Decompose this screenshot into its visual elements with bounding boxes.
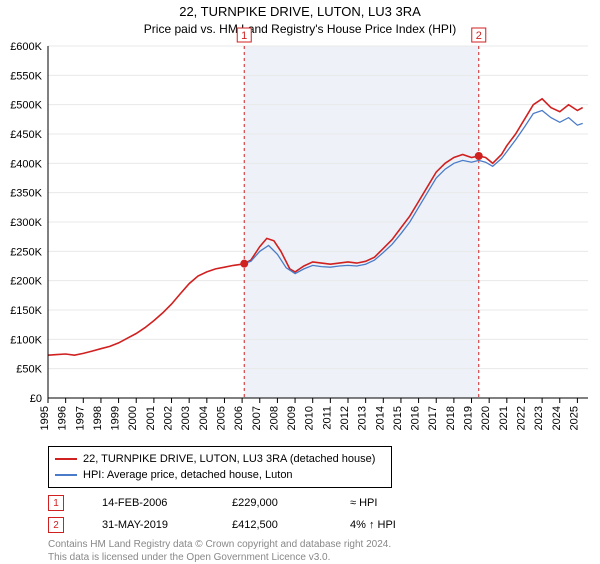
svg-text:£150K: £150K (10, 305, 42, 317)
legend-label: HPI: Average price, detached house, Luto… (83, 469, 293, 481)
svg-text:£600K: £600K (10, 41, 42, 53)
marker-date: 14-FEB-2006 (102, 497, 194, 509)
svg-text:£300K: £300K (10, 217, 42, 229)
svg-text:2008: 2008 (268, 406, 280, 430)
svg-text:1: 1 (241, 30, 247, 42)
svg-text:2015: 2015 (392, 406, 404, 430)
svg-text:1999: 1999 (110, 406, 122, 430)
svg-text:2023: 2023 (533, 406, 545, 430)
legend: 22, TURNPIKE DRIVE, LUTON, LU3 3RA (deta… (48, 446, 392, 488)
svg-text:2: 2 (476, 30, 482, 42)
svg-text:2025: 2025 (568, 406, 580, 430)
svg-text:2002: 2002 (163, 406, 175, 430)
svg-text:£200K: £200K (10, 276, 42, 288)
svg-text:2019: 2019 (463, 406, 475, 430)
svg-text:2024: 2024 (551, 406, 563, 430)
attribution-line1: Contains HM Land Registry data © Crown c… (48, 539, 391, 550)
legend-swatch (55, 474, 77, 476)
svg-text:£100K: £100K (10, 334, 42, 346)
svg-text:1997: 1997 (74, 406, 86, 430)
svg-text:2022: 2022 (515, 406, 527, 430)
legend-label: 22, TURNPIKE DRIVE, LUTON, LU3 3RA (deta… (83, 453, 375, 465)
svg-text:2011: 2011 (321, 406, 333, 430)
marker-row: 1 14-FEB-2006 £229,000 ≈ HPI (48, 492, 396, 514)
svg-text:£50K: £50K (16, 364, 42, 376)
svg-text:2003: 2003 (180, 406, 192, 430)
svg-text:2018: 2018 (445, 406, 457, 430)
svg-text:£550K: £550K (10, 70, 42, 82)
svg-text:2017: 2017 (427, 406, 439, 430)
attribution: Contains HM Land Registry data © Crown c… (48, 538, 391, 564)
marker-date: 31-MAY-2019 (102, 519, 194, 531)
marker-table: 1 14-FEB-2006 £229,000 ≈ HPI 2 31-MAY-2019 £41… (48, 492, 396, 536)
svg-text:2014: 2014 (374, 406, 386, 430)
svg-text:£350K: £350K (10, 188, 42, 200)
svg-text:2012: 2012 (339, 406, 351, 430)
svg-text:2009: 2009 (286, 406, 298, 430)
svg-text:2021: 2021 (498, 406, 510, 430)
legend-item: HPI: Average price, detached house, Luto… (55, 467, 385, 483)
legend-item: 22, TURNPIKE DRIVE, LUTON, LU3 3RA (deta… (55, 451, 385, 467)
svg-text:2005: 2005 (215, 406, 227, 430)
svg-text:£0: £0 (30, 393, 42, 405)
legend-swatch (55, 458, 77, 460)
marker-row: 2 31-MAY-2019 £412,500 4% ↑ HPI (48, 514, 396, 536)
svg-text:1998: 1998 (92, 406, 104, 430)
svg-text:£450K: £450K (10, 129, 42, 141)
svg-text:£250K: £250K (10, 246, 42, 258)
marker-delta: ≈ HPI (350, 497, 377, 509)
svg-text:2004: 2004 (198, 406, 210, 430)
marker-price: £412,500 (232, 519, 312, 531)
svg-text:£400K: £400K (10, 158, 42, 170)
svg-text:2007: 2007 (251, 406, 263, 430)
attribution-line2: This data is licensed under the Open Gov… (48, 552, 330, 563)
marker-number: 2 (48, 517, 64, 533)
svg-text:2000: 2000 (127, 406, 139, 430)
svg-text:£500K: £500K (10, 100, 42, 112)
svg-text:1995: 1995 (39, 406, 51, 430)
marker-price: £229,000 (232, 497, 312, 509)
svg-text:2001: 2001 (145, 406, 157, 430)
chart-container: 22, TURNPIKE DRIVE, LUTON, LU3 3RA Price… (0, 0, 600, 560)
svg-text:2016: 2016 (410, 406, 422, 430)
svg-text:2010: 2010 (304, 406, 316, 430)
svg-text:2020: 2020 (480, 406, 492, 430)
svg-text:2013: 2013 (357, 406, 369, 430)
svg-text:1996: 1996 (57, 406, 69, 430)
marker-delta: 4% ↑ HPI (350, 519, 396, 531)
svg-text:2006: 2006 (233, 406, 245, 430)
marker-number: 1 (48, 495, 64, 511)
price-chart: £0 £50K £100K £150K £200K £250K £300K £350K £400… (0, 0, 600, 442)
